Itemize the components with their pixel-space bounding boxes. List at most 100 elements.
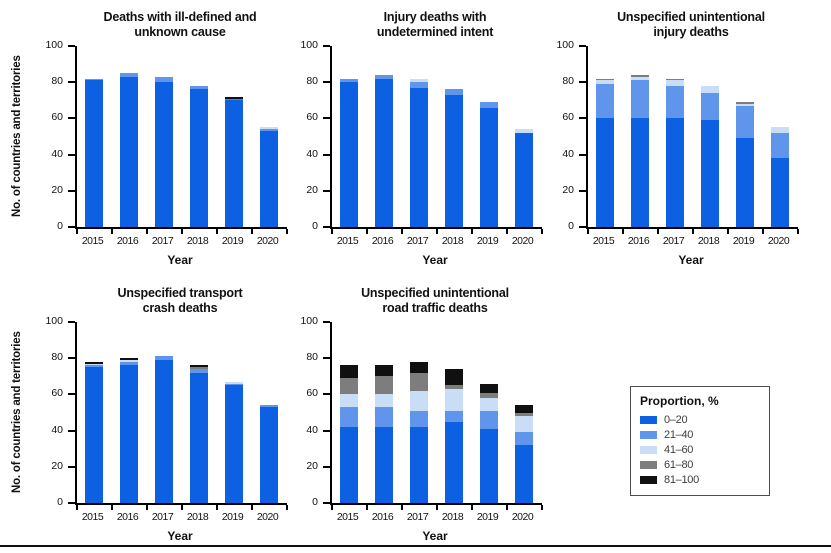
- bar-segment-0–20: [410, 426, 428, 503]
- x-tick-mark: [286, 229, 288, 234]
- y-tick-label: 20: [562, 183, 574, 196]
- y-tick-mark: [323, 357, 330, 360]
- bar-segment-81–100: [445, 369, 463, 386]
- x-tick-label: 2015: [336, 235, 359, 247]
- bar-2020: [507, 46, 542, 227]
- y-tick-label: 80: [306, 75, 318, 88]
- legend-item-label: 81–100: [664, 473, 699, 486]
- x-tick-mark: [181, 229, 183, 234]
- bar-segment-0–20: [445, 421, 463, 503]
- legend-swatch: [640, 415, 657, 424]
- bar-2016: [623, 46, 658, 227]
- chart-title: Unspecified transport crash deaths: [65, 286, 295, 316]
- y-tick-mark: [68, 153, 75, 156]
- y-axis-label: No. of countries and territories: [11, 55, 23, 217]
- bar-2020: [252, 46, 287, 227]
- x-tick-label: 2018: [441, 235, 464, 247]
- y-tick-label: 40: [562, 147, 574, 160]
- x-tick-label: 2015: [592, 235, 615, 247]
- x-tick-mark: [216, 505, 218, 510]
- x-tick-mark: [471, 229, 473, 234]
- bar-segment-61–80: [515, 412, 533, 417]
- y-tick-label: 100: [45, 315, 63, 327]
- x-tick-mark: [436, 505, 438, 510]
- bar-segment-21–40: [155, 76, 173, 83]
- bar-segment-21–40: [340, 78, 358, 83]
- bar-segment-0–20: [120, 365, 138, 503]
- y-tick-label: 60: [306, 387, 318, 400]
- y-tick-label: 20: [51, 459, 63, 472]
- bar-segment-81–100: [410, 361, 428, 373]
- x-tick-label: 2020: [511, 511, 534, 523]
- legend-swatch: [640, 445, 657, 454]
- x-tick-mark: [401, 229, 403, 234]
- bar-segment-61–80: [190, 367, 208, 370]
- bar-2020: [252, 322, 287, 503]
- x-tick-label: 2015: [336, 511, 359, 523]
- bar-segment-0–20: [190, 372, 208, 503]
- legend-item-label: 0–20: [664, 413, 688, 426]
- bar-segment-21–40: [445, 410, 463, 422]
- bar-segment-0–20: [225, 100, 243, 227]
- x-tick-mark: [762, 229, 764, 234]
- chart-title-line: unknown cause: [134, 25, 226, 39]
- x-tick-mark: [111, 505, 113, 510]
- y-tick-mark: [579, 226, 586, 228]
- y-tick-label: 60: [51, 111, 63, 124]
- y-tick-mark: [68, 357, 75, 360]
- bar-segment-21–40: [375, 74, 393, 79]
- legend-swatch: [640, 475, 657, 484]
- y-tick-label: 100: [300, 315, 318, 327]
- bar-segment-21–40: [260, 129, 278, 132]
- bar-segment-41–60: [445, 388, 463, 411]
- x-tick-mark: [146, 229, 148, 234]
- chart-title-line: Injury deaths with: [383, 10, 487, 24]
- x-tick-mark: [506, 229, 508, 234]
- bar-2020: [507, 322, 542, 503]
- bar-segment-81–100: [225, 96, 243, 99]
- bar-segment-61–80: [410, 372, 428, 391]
- bar-2018: [182, 322, 217, 503]
- bar-segment-0–20: [260, 407, 278, 503]
- y-tick-mark: [323, 429, 330, 432]
- plot-area: 0 20 40 60 80 100: [45, 315, 288, 510]
- x-tick-label: 2018: [186, 511, 209, 523]
- y-tick-mark: [579, 189, 586, 192]
- plot-area: 0 20 40 60 80 100: [300, 39, 543, 234]
- x-tick-labels: 2015 2016 2017 2018 2019 2020: [330, 235, 540, 249]
- x-tick-mark: [471, 505, 473, 510]
- legend-swatch: [640, 430, 657, 439]
- chart-deaths-ill-defined-unknown-cause: No. of countries and territories Deaths w…: [11, 8, 301, 276]
- bar-2018: [437, 46, 472, 227]
- bar-segment-21–40: [410, 82, 428, 88]
- y-tick-mark: [323, 81, 330, 84]
- chart-injury-deaths-undetermined-intent: Injury deaths with undetermined intent 0 20…: [266, 8, 556, 276]
- bar-segment-81–100: [120, 358, 138, 361]
- x-tick-mark: [216, 229, 218, 234]
- bar-segment-41–60: [515, 416, 533, 433]
- x-tick-label: 2019: [476, 511, 499, 523]
- x-tick-mark: [436, 229, 438, 234]
- legend-item: 81–100: [640, 472, 760, 487]
- y-tick-mark: [579, 153, 586, 156]
- chart-title: Unspecified unintentional injury deaths: [576, 10, 806, 40]
- x-tick-mark: [541, 229, 543, 234]
- legend-item: 0–20: [640, 412, 760, 427]
- bar-segment-0–20: [701, 120, 719, 227]
- bar-2017: [147, 46, 182, 227]
- y-tick-mark: [68, 117, 75, 120]
- bar-segment-21–40: [85, 78, 103, 81]
- legend-item-label: 21–40: [664, 428, 694, 441]
- bar-segment-0–20: [480, 107, 498, 227]
- bar-segment-61–80: [666, 78, 684, 81]
- bar-segment-41–60: [480, 398, 498, 411]
- bar-2018: [693, 46, 728, 227]
- y-tick-label: 80: [562, 75, 574, 88]
- x-tick-label: 2017: [406, 235, 429, 247]
- x-axis-title: Year: [167, 529, 193, 543]
- bar-2019: [217, 322, 252, 503]
- bar-segment-0–20: [596, 118, 614, 227]
- y-tick-mark: [323, 393, 330, 396]
- x-tick-mark: [622, 229, 624, 234]
- bar-2019: [217, 46, 252, 227]
